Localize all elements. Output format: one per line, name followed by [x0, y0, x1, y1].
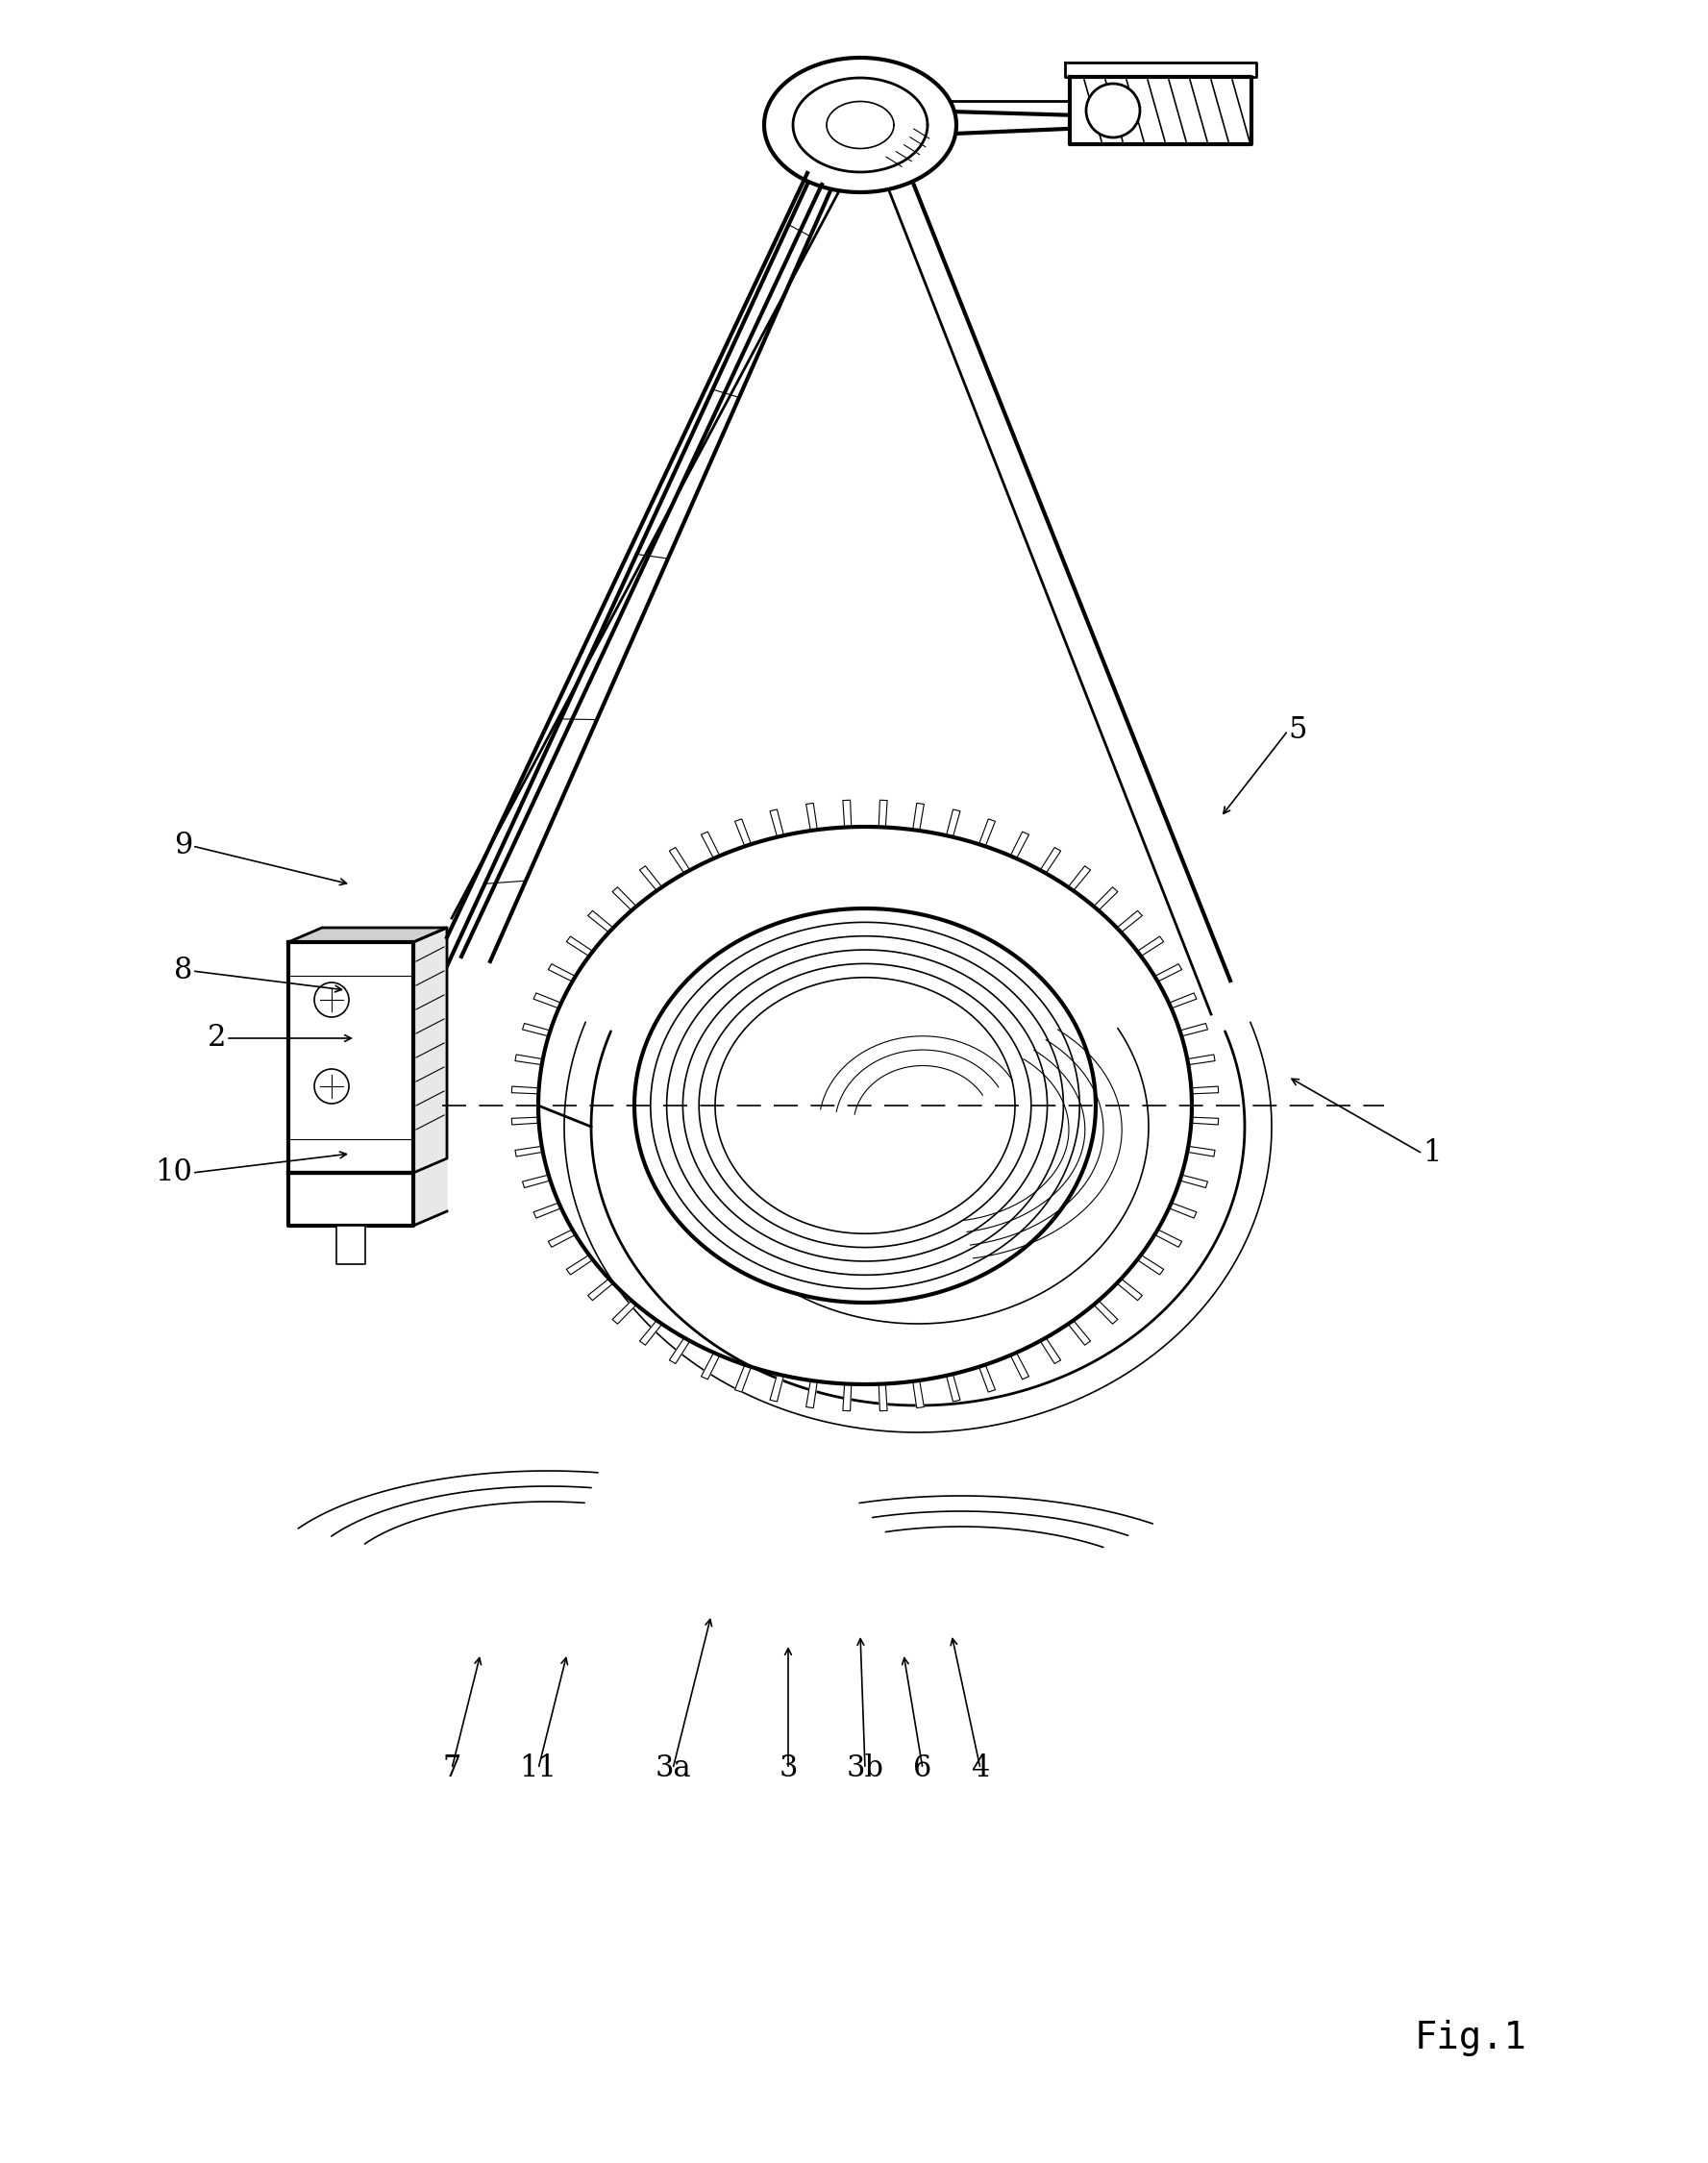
Polygon shape	[1068, 1319, 1090, 1345]
Polygon shape	[538, 826, 1192, 1384]
Text: 5: 5	[1288, 716, 1307, 746]
Polygon shape	[1155, 965, 1182, 982]
Polygon shape	[946, 809, 960, 837]
Polygon shape	[842, 1384, 851, 1410]
Polygon shape	[1011, 833, 1028, 859]
Polygon shape	[770, 1374, 784, 1402]
Polygon shape	[687, 930, 1148, 1324]
Polygon shape	[1190, 1086, 1218, 1094]
Polygon shape	[1190, 1118, 1218, 1125]
Text: 10: 10	[155, 1157, 193, 1187]
Polygon shape	[1011, 1352, 1028, 1380]
Polygon shape	[613, 1300, 637, 1324]
Polygon shape	[512, 1118, 540, 1125]
Polygon shape	[639, 1319, 663, 1345]
Text: 8: 8	[174, 956, 193, 986]
Polygon shape	[806, 1380, 818, 1408]
Polygon shape	[1068, 865, 1090, 891]
Polygon shape	[793, 78, 927, 173]
Text: 11: 11	[519, 1754, 557, 1784]
Polygon shape	[806, 802, 818, 831]
Text: 7: 7	[442, 1754, 461, 1784]
Polygon shape	[946, 1374, 960, 1402]
Polygon shape	[523, 1023, 550, 1036]
Polygon shape	[979, 1365, 996, 1393]
Text: 2: 2	[207, 1023, 225, 1053]
Text: 3b: 3b	[845, 1754, 883, 1784]
Polygon shape	[500, 787, 1230, 1423]
Polygon shape	[770, 809, 784, 837]
Circle shape	[314, 1069, 348, 1103]
Polygon shape	[842, 800, 851, 826]
Polygon shape	[1138, 937, 1163, 956]
Polygon shape	[1168, 1203, 1197, 1218]
Polygon shape	[878, 1384, 886, 1410]
Polygon shape	[413, 1159, 447, 1226]
Polygon shape	[1040, 1337, 1061, 1363]
Polygon shape	[516, 1146, 543, 1157]
Polygon shape	[413, 928, 447, 1172]
Polygon shape	[289, 943, 413, 1172]
Polygon shape	[639, 865, 663, 891]
Polygon shape	[442, 125, 1230, 1019]
Text: 6: 6	[914, 1754, 933, 1784]
Polygon shape	[1066, 63, 1257, 78]
Text: 9: 9	[174, 831, 193, 861]
Polygon shape	[533, 1203, 562, 1218]
Polygon shape	[1093, 1300, 1117, 1324]
Text: 3a: 3a	[654, 1754, 692, 1784]
Text: 1: 1	[1423, 1138, 1442, 1168]
Polygon shape	[1168, 993, 1197, 1008]
Polygon shape	[289, 928, 447, 943]
Polygon shape	[1069, 78, 1252, 145]
Polygon shape	[702, 1352, 719, 1380]
Polygon shape	[979, 820, 996, 846]
Polygon shape	[1117, 1278, 1143, 1300]
Polygon shape	[763, 58, 956, 193]
Polygon shape	[1117, 911, 1143, 932]
Polygon shape	[567, 1255, 593, 1274]
Polygon shape	[588, 1278, 613, 1300]
Polygon shape	[512, 1086, 540, 1094]
Polygon shape	[613, 887, 637, 911]
Polygon shape	[1138, 1255, 1163, 1274]
Polygon shape	[878, 800, 886, 826]
Polygon shape	[912, 802, 924, 831]
Polygon shape	[1180, 1175, 1208, 1187]
Polygon shape	[516, 1056, 543, 1064]
Polygon shape	[670, 1337, 690, 1363]
Polygon shape	[336, 1226, 366, 1263]
Polygon shape	[670, 848, 690, 874]
Polygon shape	[702, 833, 719, 859]
Polygon shape	[1187, 1146, 1214, 1157]
Circle shape	[314, 982, 348, 1017]
Text: 3: 3	[779, 1754, 798, 1784]
Polygon shape	[567, 937, 593, 956]
Polygon shape	[912, 1380, 924, 1408]
Polygon shape	[548, 1229, 576, 1248]
Polygon shape	[289, 1172, 413, 1226]
Polygon shape	[827, 102, 893, 149]
Text: Fig.1: Fig.1	[1414, 2020, 1527, 2057]
Polygon shape	[734, 820, 752, 846]
Polygon shape	[734, 1365, 752, 1393]
Polygon shape	[548, 965, 576, 982]
Text: 4: 4	[972, 1754, 989, 1784]
Circle shape	[1086, 84, 1139, 138]
Polygon shape	[1040, 848, 1061, 874]
Polygon shape	[1180, 1023, 1208, 1036]
Polygon shape	[634, 908, 1097, 1302]
Polygon shape	[533, 993, 562, 1008]
Polygon shape	[1187, 1056, 1214, 1064]
Polygon shape	[588, 911, 613, 932]
Polygon shape	[1093, 887, 1117, 911]
Polygon shape	[1155, 1229, 1182, 1248]
Polygon shape	[523, 1175, 550, 1187]
